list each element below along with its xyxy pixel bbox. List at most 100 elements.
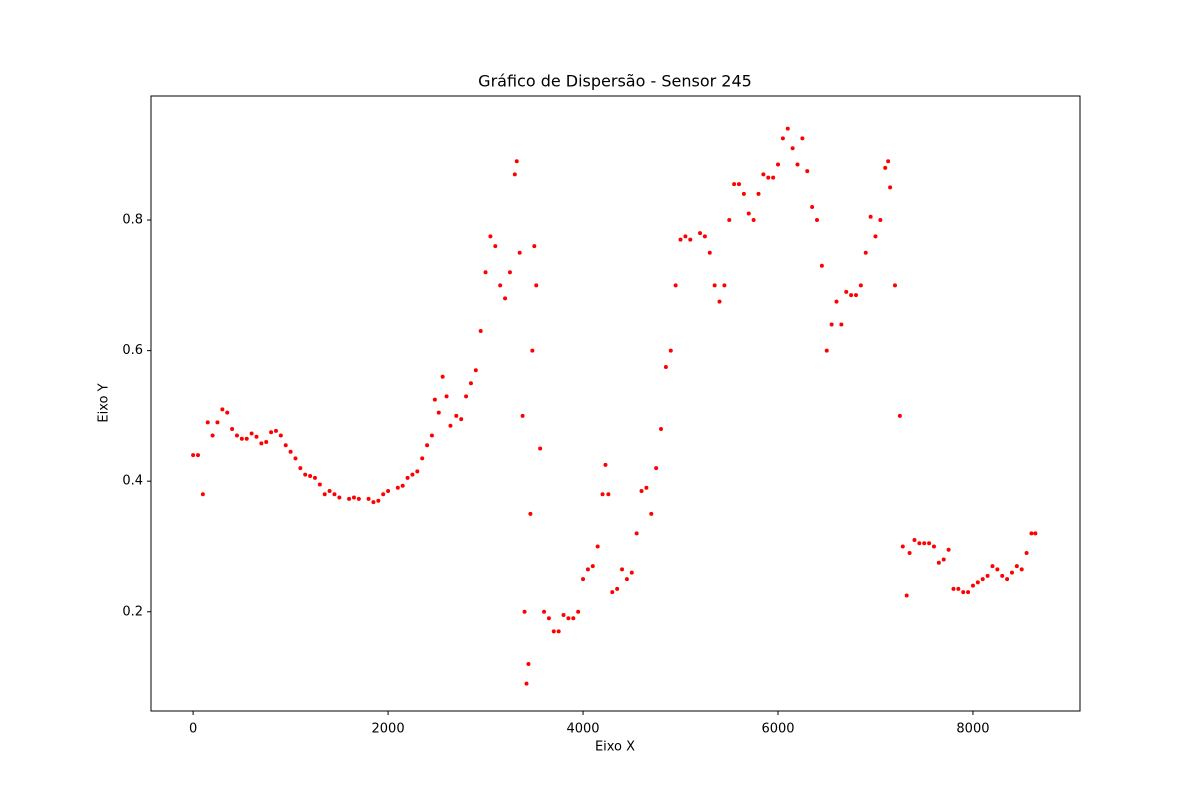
point — [332, 492, 337, 497]
point — [819, 263, 824, 268]
point — [878, 218, 883, 223]
point — [534, 283, 539, 288]
point — [941, 557, 946, 562]
point — [624, 577, 629, 582]
point — [322, 492, 327, 497]
point — [488, 234, 493, 239]
point — [512, 172, 517, 177]
point — [985, 573, 990, 578]
point — [327, 488, 332, 493]
point — [897, 413, 902, 418]
point — [356, 496, 361, 501]
point — [312, 475, 317, 480]
point — [936, 560, 941, 565]
point — [585, 567, 590, 572]
point — [727, 218, 732, 223]
point — [298, 466, 303, 471]
point — [239, 436, 244, 441]
point — [581, 577, 586, 582]
point — [410, 472, 415, 477]
point — [576, 609, 581, 614]
point — [956, 586, 961, 591]
point — [215, 420, 220, 425]
point — [444, 394, 449, 399]
point — [888, 185, 893, 190]
point — [220, 407, 225, 412]
point — [966, 590, 971, 595]
plot-frame — [150, 95, 1081, 712]
point — [371, 500, 376, 505]
point — [473, 368, 478, 373]
point — [590, 564, 595, 569]
point — [868, 214, 873, 219]
point — [839, 322, 844, 327]
point — [961, 590, 966, 595]
point — [644, 485, 649, 490]
point — [532, 244, 537, 249]
point — [464, 394, 469, 399]
point — [766, 175, 771, 180]
point — [230, 426, 235, 431]
point — [1005, 577, 1010, 582]
point — [254, 434, 259, 439]
point — [273, 428, 278, 433]
point — [195, 453, 200, 458]
point — [1024, 551, 1029, 556]
point — [351, 495, 356, 500]
point — [205, 420, 210, 425]
point — [386, 488, 391, 493]
point — [530, 348, 535, 353]
point — [520, 413, 525, 418]
point — [746, 211, 751, 216]
point — [912, 537, 917, 542]
point — [566, 616, 571, 621]
point — [927, 541, 932, 546]
y-tick-label: 0.2 — [122, 604, 143, 619]
point — [514, 159, 519, 164]
point — [1014, 564, 1019, 569]
point — [283, 443, 288, 448]
point — [546, 616, 551, 621]
point — [931, 544, 936, 549]
point — [824, 348, 829, 353]
point — [1019, 567, 1024, 572]
point — [200, 492, 205, 497]
point — [980, 577, 985, 582]
point — [259, 441, 264, 446]
point — [688, 237, 693, 242]
point — [337, 495, 342, 500]
point — [468, 381, 473, 386]
point — [620, 567, 625, 572]
point — [503, 296, 508, 301]
y-tick-label: 0.4 — [122, 474, 143, 489]
point — [814, 218, 819, 223]
point — [886, 159, 891, 164]
point — [917, 541, 922, 546]
chart-title: Gráfico de Dispersão - Sensor 245 — [478, 72, 752, 91]
point — [493, 244, 498, 249]
point — [737, 182, 742, 187]
point — [278, 433, 283, 438]
point — [722, 283, 727, 288]
point — [717, 299, 722, 304]
point — [756, 191, 761, 196]
y-tick-label: 0.8 — [122, 213, 143, 228]
point — [478, 329, 483, 334]
point — [771, 175, 776, 180]
point — [507, 270, 512, 275]
point — [654, 466, 659, 471]
point — [659, 426, 664, 431]
point — [741, 191, 746, 196]
point — [308, 473, 313, 478]
point — [702, 234, 707, 239]
point — [668, 348, 673, 353]
point — [849, 293, 854, 298]
point — [1009, 570, 1014, 575]
point — [829, 322, 834, 327]
point — [922, 541, 927, 546]
point — [790, 146, 795, 151]
point — [317, 482, 322, 487]
point — [639, 488, 644, 493]
x-tick-label: 2000 — [372, 722, 405, 737]
point — [432, 397, 437, 402]
